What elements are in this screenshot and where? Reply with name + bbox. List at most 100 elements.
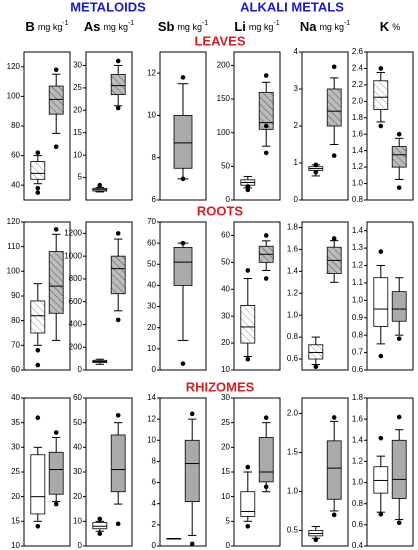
outlier: [189, 411, 195, 417]
y-tick-label: 0: [152, 541, 157, 550]
outlier: [35, 185, 41, 191]
outlier: [189, 541, 195, 547]
box: [110, 434, 126, 493]
outlier: [263, 276, 269, 281]
outlier: [115, 412, 121, 418]
column-symbol: K: [380, 19, 390, 34]
y-tick-label: 1.0: [287, 487, 299, 496]
outlier: [378, 435, 384, 441]
y-tick-label: 1.2: [352, 261, 364, 270]
y-tick-label: 0.5: [287, 526, 299, 535]
y-tick-label: 20: [147, 323, 156, 332]
y-tick-label: 1.8: [352, 393, 364, 402]
y-tick-label: 30: [73, 467, 82, 476]
outlier: [263, 415, 269, 421]
outlier: [313, 364, 319, 370]
y-tick-label: 20: [73, 492, 82, 501]
group-header: METALOIDS: [70, 0, 146, 14]
y-tick-label: 1.1: [352, 278, 364, 287]
outlier: [35, 523, 41, 529]
outlier: [245, 268, 251, 273]
y-tick-label: 14: [147, 393, 156, 402]
y-tick-label: 1.0: [352, 295, 364, 304]
plot-frame: [301, 221, 349, 371]
column-symbol: As: [84, 19, 101, 34]
y-tick-label: 40: [11, 393, 20, 402]
y-tick-label: 50: [221, 257, 230, 266]
outlier: [245, 523, 251, 529]
y-tick-label: 120: [7, 217, 21, 226]
plot-frame: [159, 51, 207, 201]
y-tick-label: 15: [11, 516, 20, 525]
row-label: RHIZOMES: [186, 379, 255, 394]
y-tick-label: 1: [294, 158, 299, 167]
y-tick-label: 2.2: [352, 80, 364, 89]
outlier: [35, 415, 41, 421]
y-tick-label: 0.9: [352, 313, 364, 322]
y-tick-label: 150: [217, 94, 231, 103]
outlier: [378, 66, 384, 71]
box: [30, 161, 46, 180]
y-tick-label: 35: [11, 418, 20, 427]
box: [258, 437, 274, 483]
column-label: Sb mg kg-1: [158, 19, 208, 34]
y-tick-label: 1.6: [287, 245, 299, 254]
plot-frame: [301, 397, 349, 547]
y-tick-label: 10: [147, 435, 156, 444]
y-tick-label: 10: [147, 111, 156, 120]
column-symbol: Li: [234, 19, 246, 34]
y-tick-label: 0: [78, 365, 83, 374]
y-tick-label: 12: [147, 68, 156, 77]
y-tick-label: 1.5: [287, 448, 299, 457]
plot-frame: [366, 51, 414, 201]
column-unit: mg kg: [319, 22, 344, 32]
y-tick-label: 30: [221, 311, 230, 320]
y-tick-label: 60: [221, 231, 230, 240]
outlier: [331, 415, 337, 420]
column-label: Li mg kg-1: [234, 19, 279, 34]
outlier: [97, 182, 103, 188]
box: [110, 74, 126, 96]
outlier: [245, 464, 251, 470]
outlier: [97, 516, 103, 522]
y-tick-label: 0: [294, 195, 299, 204]
plot-frame: [366, 397, 414, 547]
outlier: [378, 511, 384, 517]
y-tick-label: 8: [152, 153, 157, 162]
y-tick-label: 60: [11, 151, 20, 160]
y-tick-label: 12: [147, 414, 156, 423]
group-header: ALKALI METALS: [240, 0, 344, 14]
box: [48, 451, 64, 495]
y-tick-label: 70: [147, 217, 156, 226]
outlier: [263, 233, 269, 238]
column-unit-exp: -1: [273, 20, 279, 27]
outlier: [331, 512, 337, 518]
y-tick-label: 1.2: [352, 457, 364, 466]
outlier: [396, 131, 402, 137]
outlier: [53, 430, 59, 435]
y-tick-label: 1.0: [352, 478, 364, 487]
y-tick-label: 0.4: [352, 541, 364, 550]
y-tick-label: 5: [78, 173, 83, 182]
y-tick-label: 1.4: [352, 146, 364, 155]
outlier: [115, 317, 121, 323]
plot-frame: [159, 397, 207, 547]
outlier: [53, 227, 59, 232]
outlier: [35, 362, 41, 368]
outlier: [313, 169, 319, 175]
box: [48, 251, 64, 314]
outlier: [378, 123, 384, 129]
y-tick-label: 1.4: [352, 226, 364, 235]
outlier: [396, 520, 402, 526]
y-tick-label: 200: [217, 61, 231, 70]
outlier: [263, 123, 269, 129]
y-tick-label: 6: [152, 195, 157, 204]
y-tick-label: 0: [78, 541, 83, 550]
column-unit: %: [392, 22, 400, 32]
outlier: [396, 185, 402, 190]
y-tick-label: 1.3: [352, 243, 364, 252]
y-tick-label: 2.4: [352, 64, 364, 73]
y-tick-label: 4: [294, 47, 299, 56]
y-tick-label: 60: [147, 238, 156, 247]
outlier: [396, 414, 402, 420]
